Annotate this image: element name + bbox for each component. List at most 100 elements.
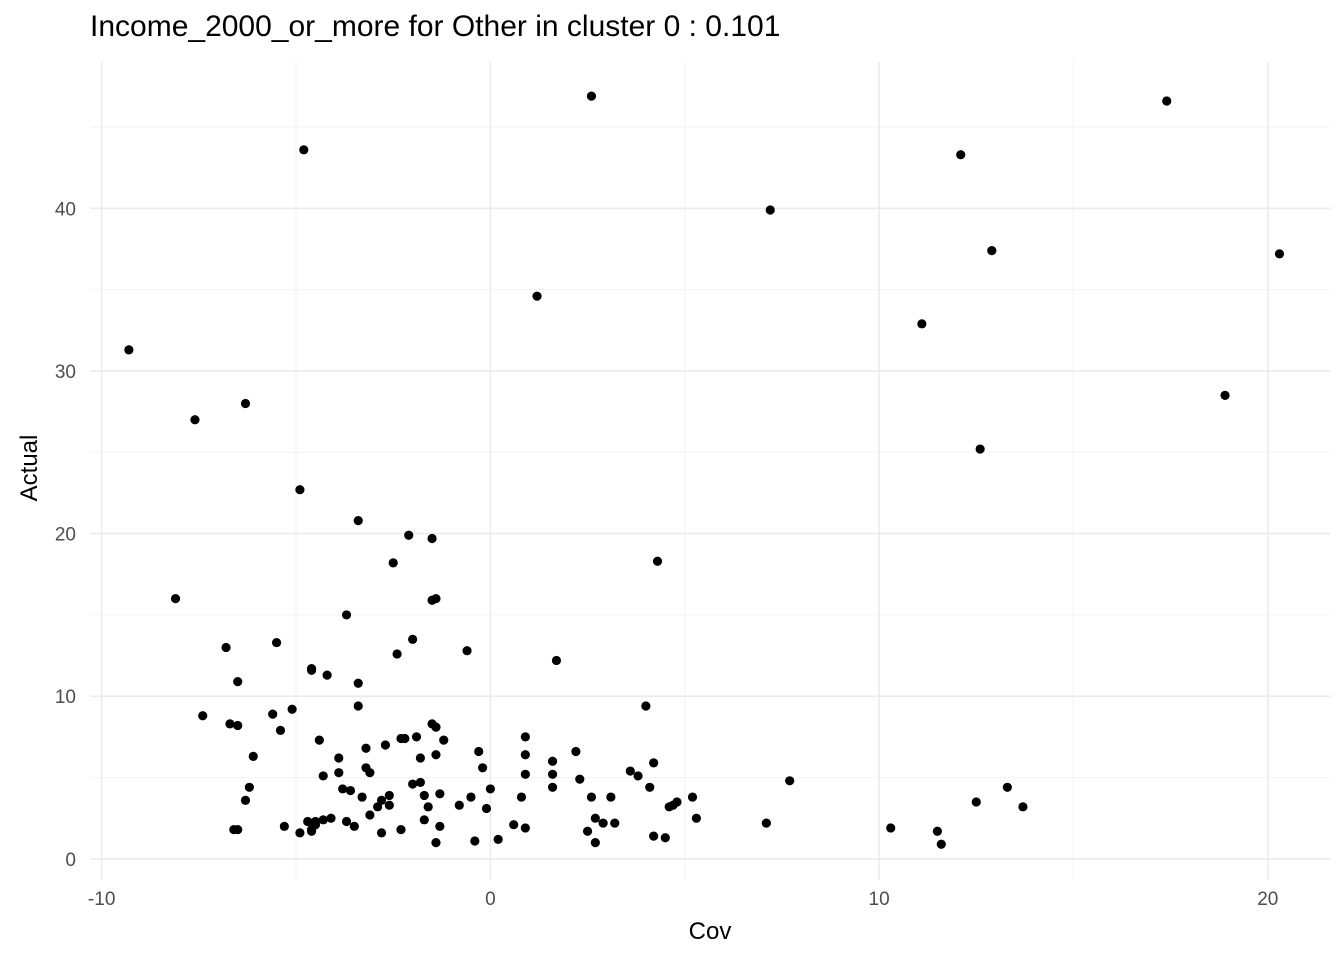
data-point: [672, 797, 682, 807]
data-point: [765, 205, 775, 215]
data-point: [400, 733, 410, 744]
data-point: [1002, 782, 1012, 792]
x-axis-ticks: -10 0 10 20: [88, 889, 1278, 910]
minor-gridlines: [90, 62, 1330, 880]
data-point: [936, 839, 946, 849]
data-point: [306, 665, 317, 675]
data-point: [225, 719, 235, 729]
data-point: [641, 701, 651, 711]
data-point: [435, 821, 445, 831]
data-point: [318, 771, 328, 781]
data-point: [299, 145, 309, 155]
data-point: [190, 415, 200, 425]
data-point: [509, 820, 519, 830]
data-point: [396, 824, 406, 835]
data-point: [470, 836, 480, 846]
data-point: [633, 771, 643, 781]
data-point: [411, 732, 422, 742]
data-point: [478, 763, 488, 773]
data-point: [520, 750, 530, 760]
y-tick-label: 30: [55, 362, 76, 383]
data-point: [233, 824, 243, 835]
data-points: [124, 91, 1285, 849]
data-point: [547, 756, 558, 766]
data-point: [1018, 802, 1028, 812]
data-point: [306, 826, 317, 836]
data-point: [886, 823, 896, 833]
data-point: [687, 792, 698, 802]
data-point: [415, 777, 426, 788]
x-axis-title: Cov: [689, 918, 732, 945]
data-point: [551, 655, 562, 666]
data-point: [353, 516, 363, 526]
data-point: [956, 150, 966, 160]
data-point: [598, 818, 608, 828]
data-point: [431, 722, 441, 732]
data-point: [547, 769, 558, 779]
y-axis-ticks: 0 10 20 30 40: [55, 199, 76, 870]
data-point: [520, 769, 530, 779]
data-point: [341, 816, 352, 827]
data-point: [481, 803, 492, 814]
data-point: [198, 711, 208, 721]
data-point: [606, 792, 616, 802]
y-tick-label: 20: [55, 525, 76, 546]
data-point: [388, 558, 398, 568]
data-point: [454, 800, 464, 810]
y-axis-title: Actual: [16, 435, 43, 502]
data-point: [334, 768, 344, 778]
data-point: [415, 753, 426, 763]
data-point: [365, 810, 375, 820]
data-point: [423, 802, 433, 812]
data-point: [361, 743, 371, 753]
data-point: [493, 834, 503, 844]
data-point: [248, 751, 258, 762]
data-point: [660, 833, 670, 843]
data-point: [314, 735, 324, 745]
data-point: [1162, 96, 1172, 106]
data-point: [649, 758, 659, 768]
data-point: [439, 735, 449, 745]
data-point: [971, 797, 981, 807]
data-point: [474, 746, 484, 757]
data-point: [431, 594, 441, 604]
data-point: [341, 610, 352, 620]
y-tick-label: 0: [65, 850, 76, 871]
data-point: [520, 823, 530, 833]
data-point: [932, 826, 942, 836]
data-point: [431, 750, 441, 760]
data-point: [345, 785, 356, 796]
data-point: [419, 790, 429, 801]
data-point: [295, 828, 305, 838]
data-point: [917, 319, 927, 329]
data-point: [547, 782, 558, 792]
data-point: [431, 837, 441, 848]
data-point: [582, 826, 593, 836]
data-point: [590, 837, 600, 848]
data-point: [645, 782, 655, 792]
y-tick-label: 10: [55, 687, 76, 708]
data-point: [279, 821, 289, 831]
data-point: [516, 792, 527, 802]
data-point: [649, 831, 659, 841]
data-point: [268, 709, 278, 719]
chart-title: Income_2000_or_more for Other in cluster…: [90, 10, 781, 43]
data-point: [275, 725, 286, 735]
data-point: [652, 556, 663, 566]
data-point: [384, 800, 394, 810]
data-point: [466, 792, 476, 802]
data-point: [462, 646, 472, 656]
data-point: [244, 782, 254, 792]
data-point: [485, 784, 495, 794]
data-point: [295, 485, 305, 495]
data-point: [392, 649, 402, 659]
data-point: [221, 642, 231, 653]
data-point: [691, 813, 701, 823]
data-point: [785, 776, 795, 786]
data-point: [322, 670, 332, 680]
data-point: [380, 740, 391, 750]
data-point: [376, 828, 387, 838]
data-point: [303, 816, 313, 827]
data-point: [353, 701, 363, 711]
